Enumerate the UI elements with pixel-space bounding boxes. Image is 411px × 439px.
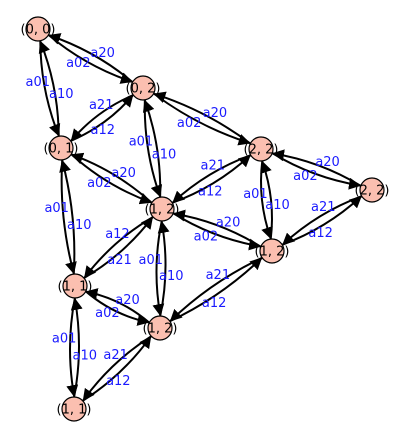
edge-12c-to-12 <box>157 220 170 317</box>
edge-label: a10 <box>159 269 184 284</box>
node-circle <box>147 315 173 341</box>
node-circle <box>359 177 385 203</box>
edge-label: a12 <box>91 123 116 138</box>
edge-label: a20 <box>111 166 136 181</box>
edge-22b-to-12b <box>282 195 363 246</box>
edge-label: a20 <box>203 106 228 121</box>
node-circle <box>62 273 88 299</box>
edge-label: a01 <box>129 134 154 149</box>
node-00: (0, 0) <box>21 16 56 42</box>
edge-label: a02 <box>95 306 120 321</box>
node-02: (0, 2) <box>126 75 161 101</box>
node-11b: (1, 1) <box>57 396 92 422</box>
edge-12-to-02 <box>142 99 162 198</box>
node-12: (1, 2) <box>145 196 180 222</box>
edge-label: a10 <box>67 218 92 233</box>
edge-22b-to-22 <box>272 149 362 187</box>
edge-label: a21 <box>107 253 132 268</box>
edge-label: a01 <box>243 187 268 202</box>
edge-label: a10 <box>49 87 74 102</box>
node-circle <box>48 135 74 161</box>
edge-label: a20 <box>315 155 340 170</box>
node-12c: (1, 2) <box>143 315 178 341</box>
node-12b: (1, 2) <box>255 238 290 264</box>
node-label: (1, 2) <box>255 245 290 260</box>
edge-label: a21 <box>206 268 231 283</box>
edge-11-to-01 <box>59 159 76 275</box>
edge-label: a02 <box>293 169 318 184</box>
edge-12b-to-22 <box>260 160 273 240</box>
edge-label: a21 <box>103 348 128 363</box>
edge-02-to-01 <box>70 94 134 142</box>
edge-label: a10 <box>152 148 177 163</box>
edge-label: a01 <box>138 253 163 268</box>
nodes-layer: (0, 0) (0, 2) (0, 1) (1, 2) (2, 2) (2, 2) (1, … <box>21 16 390 422</box>
edge-label: a10 <box>73 348 98 363</box>
node-circle <box>130 75 156 101</box>
edge-02-to-00 <box>48 33 134 83</box>
edge-01-to-00 <box>38 40 60 137</box>
edge-12-to-12b <box>172 212 262 251</box>
node-11: (1, 1) <box>58 273 93 299</box>
node-22: (2, 2) <box>244 136 279 162</box>
edge-12-to-01 <box>71 152 153 204</box>
edge-label: a21 <box>311 200 336 215</box>
node-label: (1, 2) <box>145 203 180 218</box>
edge-02-to-22 <box>153 92 251 146</box>
node-label: (0, 1) <box>44 142 79 157</box>
node-label: (0, 2) <box>126 82 161 97</box>
edge-22-to-02 <box>153 91 251 145</box>
node-22b: (2, 2) <box>355 177 390 203</box>
node-circle <box>25 16 51 42</box>
edge-11b-to-11 <box>70 297 83 398</box>
edge-12c-to-11 <box>85 288 150 324</box>
edge-labels-layer: a02a20a01a10a12a21a02a20a01a10a02a20a12a… <box>25 46 339 389</box>
edge-label: a02 <box>177 116 202 131</box>
edge-label: a21 <box>200 159 225 174</box>
edge-12c-to-11b <box>82 335 152 402</box>
edge-label: a02 <box>194 229 219 244</box>
edge-11b-to-12c <box>82 335 152 402</box>
node-circle <box>61 396 87 422</box>
edge-label: a01 <box>25 75 50 90</box>
node-circle <box>259 238 285 264</box>
edge-label: a12 <box>105 227 130 242</box>
edge-22-to-12 <box>172 154 252 204</box>
edge-label: a12 <box>198 184 223 199</box>
edge-label: a12 <box>202 296 227 311</box>
edge-label: a20 <box>216 216 241 231</box>
node-label: (2, 2) <box>355 184 390 199</box>
edge-label: a20 <box>115 293 140 308</box>
edges-layer <box>38 33 363 402</box>
node-label: (1, 2) <box>143 322 178 337</box>
edge-12-to-12c <box>152 220 165 317</box>
edge-label: a21 <box>89 98 114 113</box>
edge-12b-to-12c <box>169 256 263 322</box>
edge-label: a01 <box>52 332 77 347</box>
node-circle <box>248 136 274 162</box>
node-label: (1, 1) <box>58 280 93 295</box>
edge-label: a10 <box>265 198 290 213</box>
edge-11-to-11b <box>66 297 79 398</box>
edge-label: a01 <box>44 201 69 216</box>
node-01: (0, 1) <box>44 135 79 161</box>
node-label: (1, 1) <box>57 403 92 418</box>
edge-label: a02 <box>87 176 112 191</box>
node-label: (2, 2) <box>244 143 279 158</box>
edge-label: a20 <box>90 46 115 61</box>
edge-label: a02 <box>66 56 91 71</box>
edge-label: a12 <box>106 374 131 389</box>
edge-12-to-11 <box>83 216 154 279</box>
edge-label: a12 <box>308 226 333 241</box>
node-circle <box>149 196 175 222</box>
node-label: (0, 0) <box>21 23 56 38</box>
